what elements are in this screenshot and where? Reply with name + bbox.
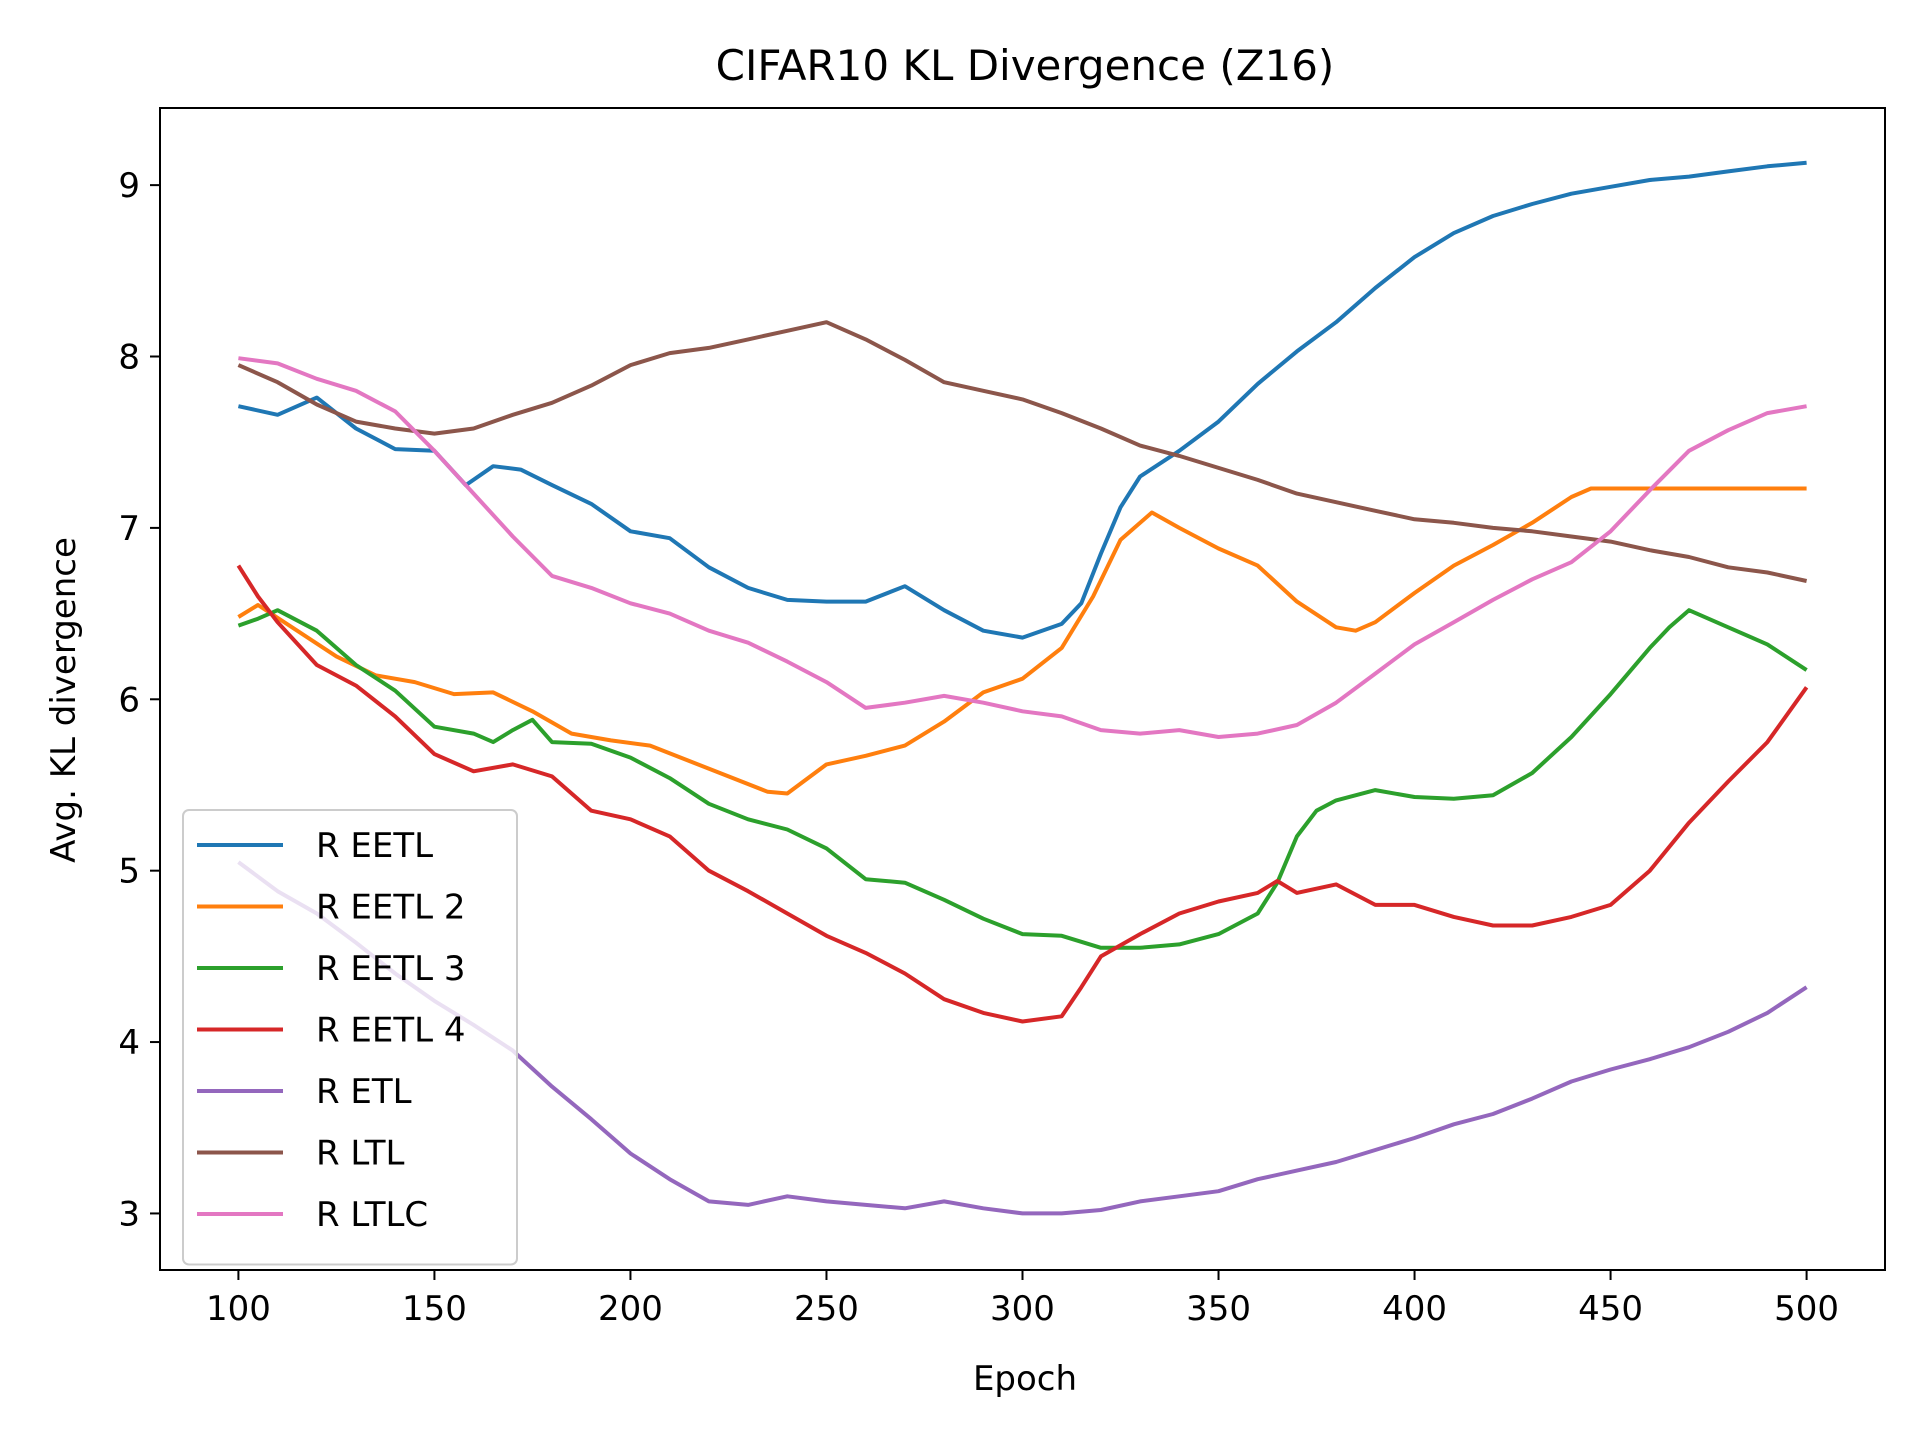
legend-label: R EETL — [316, 826, 433, 866]
series-line-r-eetl-3 — [237, 608, 1808, 950]
y-axis-label: Avg. KL divergence — [44, 537, 84, 863]
legend-label: R LTLC — [316, 1195, 428, 1235]
y-tick-label: 8 — [118, 338, 140, 378]
x-tick-label: 150 — [402, 1289, 467, 1329]
series-line-r-eetl — [237, 160, 1807, 640]
x-tick-label: 350 — [1186, 1289, 1251, 1329]
series-layer — [236, 160, 1809, 1216]
legend-label: R EETL 3 — [316, 949, 466, 989]
legend-label: R EETL 2 — [316, 888, 466, 928]
series-line-r-ltl — [237, 320, 1808, 583]
x-tick-label: 500 — [1774, 1289, 1839, 1329]
y-tick-label: 9 — [118, 166, 140, 206]
y-tick-label: 7 — [118, 509, 140, 549]
y-tick-label: 3 — [118, 1194, 140, 1234]
y-tick-label: 5 — [118, 852, 140, 892]
x-tick-label: 450 — [1578, 1289, 1643, 1329]
x-tick-label: 250 — [794, 1289, 859, 1329]
y-tick-label: 4 — [118, 1023, 140, 1063]
x-tick-label: 400 — [1382, 1289, 1447, 1329]
plot-frame — [159, 107, 1886, 1271]
legend: R EETL R EETL 2 R EETL 3 R EETL 4 R ETL R LTL… — [182, 809, 518, 1266]
ticks-layer: 100 150 200 250 300 350 400 450 500 3 4 5 6 7 8 9 — [118, 166, 1839, 1329]
x-tick-label: 100 — [206, 1289, 271, 1329]
x-tick-label: 200 — [598, 1289, 663, 1329]
legend-label: R ETL — [316, 1072, 412, 1112]
legend-label: R LTL — [316, 1134, 404, 1174]
legend-label: R EETL 4 — [316, 1011, 466, 1051]
chart-title: CIFAR10 KL Divergence (Z16) — [716, 41, 1335, 90]
series-line-r-ltlc — [238, 356, 1807, 739]
y-tick-label: 6 — [118, 680, 140, 720]
x-axis-label: Epoch — [973, 1359, 1077, 1399]
series-line-r-eetl-4 — [236, 564, 1809, 1024]
x-tick-label: 300 — [990, 1289, 1055, 1329]
series-line-r-eetl-2 — [237, 486, 1807, 796]
